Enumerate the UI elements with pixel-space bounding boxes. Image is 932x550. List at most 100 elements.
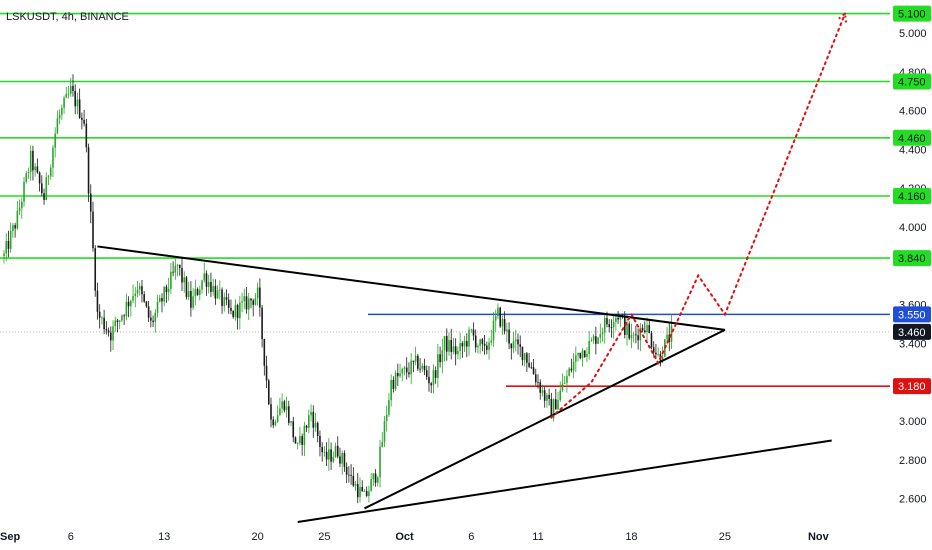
candle-body: [530, 366, 533, 368]
candle-body: [365, 491, 368, 497]
candle-body: [434, 370, 437, 378]
candle-body: [336, 445, 339, 457]
time-axis[interactable]: Sep 6 13 20 25 Oct 6 11 18 25 Nov: [0, 531, 830, 543]
candle-body: [461, 343, 464, 347]
candle-body: [23, 181, 25, 202]
candle-body: [483, 343, 486, 346]
candle-body: [92, 211, 94, 249]
price-label-5.100: [893, 5, 931, 22]
candle-body: [281, 401, 283, 409]
candle-body: [345, 466, 348, 475]
candle-body: [254, 298, 257, 305]
candle-body: [156, 301, 159, 313]
candle-body: [670, 325, 673, 343]
candle-body: [368, 491, 370, 497]
candle-body: [608, 324, 610, 328]
candle-body: [603, 318, 606, 333]
candle-body: [272, 419, 275, 426]
candle-body: [132, 295, 134, 301]
candle-body: [127, 301, 130, 307]
candle-body: [96, 290, 99, 312]
candle-body: [628, 323, 631, 339]
candle-body: [210, 282, 212, 292]
candle-body: [136, 289, 139, 294]
projection-arrowhead: [837, 11, 848, 23]
candle-body: [7, 241, 10, 249]
candle-body: [221, 289, 223, 307]
candle-body: [619, 315, 622, 320]
candle-body: [205, 273, 208, 287]
candle-body: [488, 342, 490, 350]
candle-body: [652, 347, 655, 353]
trendline-long-support: [297, 439, 832, 523]
candle-body: [385, 414, 388, 422]
candle-body: [390, 379, 392, 401]
candle-body: [12, 225, 14, 232]
candle-body: [439, 354, 441, 363]
candle-body: [539, 382, 542, 393]
candle-body: [330, 449, 332, 462]
candle-body: [392, 379, 395, 389]
candle-body: [207, 282, 210, 287]
price-label-text: 3.840: [898, 253, 926, 265]
price-label-text: 3.550: [898, 309, 926, 321]
candle-body: [227, 299, 230, 308]
candle-body: [265, 365, 268, 381]
candle-body: [236, 304, 239, 319]
projection-path: [550, 12, 847, 419]
candle-body: [597, 337, 599, 344]
projection-layer: [550, 11, 848, 419]
chart-title: LSKUSDT, 4h, BINANCE: [6, 11, 129, 23]
candle-body: [463, 341, 466, 347]
candle-body: [548, 394, 550, 399]
candle-body: [470, 329, 473, 331]
candle-body: [445, 336, 448, 352]
candle-body: [452, 346, 455, 352]
price-label-3.550: [893, 306, 931, 323]
candle-body: [74, 90, 76, 107]
candle-body: [474, 335, 477, 348]
candle-body: [577, 352, 579, 356]
price-label-text: 4.160: [898, 191, 926, 203]
candle-body: [492, 320, 495, 341]
candle-body: [328, 449, 330, 460]
candle-body: [290, 421, 292, 423]
last-price-text: 3.460: [898, 327, 926, 339]
candle-body: [363, 491, 366, 492]
price-axis[interactable]: 2.6002.8003.0003.4003.6004.0004.2004.400…: [893, 5, 931, 506]
candle-body: [232, 310, 234, 317]
candle-body: [45, 177, 48, 200]
candle-body: [354, 484, 357, 486]
candle-body: [312, 411, 315, 428]
price-tick-label: 4.600: [899, 106, 927, 118]
price-label-4.160: [893, 187, 931, 204]
candle-body: [566, 375, 568, 383]
candle-body: [3, 253, 5, 257]
trendlines-layer: [97, 245, 832, 523]
candle-body: [234, 304, 237, 317]
candle-body: [107, 330, 110, 333]
candle-body: [586, 353, 588, 358]
price-label-3.180: [893, 378, 931, 395]
candle-body: [63, 97, 65, 108]
candle-body: [454, 346, 457, 355]
candle-body: [303, 425, 306, 445]
candle-body: [348, 474, 350, 476]
candle-body: [615, 317, 617, 322]
candle-body: [557, 399, 559, 410]
candle-body: [219, 289, 221, 291]
candle-body: [350, 474, 352, 476]
candle-body: [83, 119, 85, 124]
candle-body: [526, 353, 528, 363]
price-label-4.460: [893, 129, 931, 146]
candle-body: [641, 327, 644, 331]
candle-body: [47, 176, 50, 178]
candle-body: [617, 317, 619, 320]
candle-body: [372, 473, 375, 480]
candle-body: [152, 320, 154, 322]
candle-body: [412, 360, 415, 362]
candle-body: [517, 339, 519, 345]
candle-body: [105, 329, 108, 331]
candle-body: [494, 316, 497, 321]
